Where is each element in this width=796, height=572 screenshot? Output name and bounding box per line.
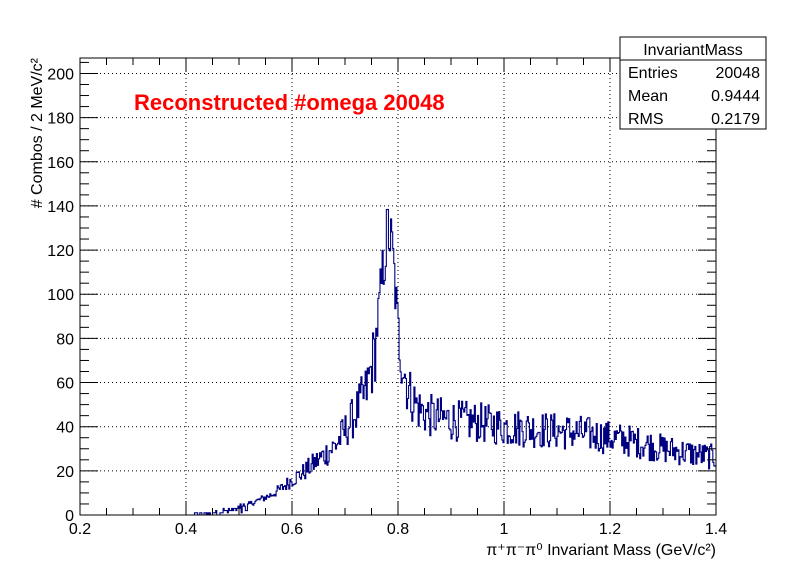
y-tick-label: 160 [47,155,74,172]
y-tick-label: 100 [47,287,74,304]
stats-box: InvariantMass Entries 20048 Mean 0.9444 … [619,36,767,130]
histogram-line [80,208,716,516]
x-tick-label: 1 [500,521,509,538]
x-tick-label: 1.2 [599,521,621,538]
stats-entries-value: 20048 [716,65,761,82]
y-tick-label: 120 [47,243,74,260]
x-tick-label: 0.4 [175,521,197,538]
y-tick-label: 140 [47,199,74,216]
y-axis-label: # Combos / 2 MeV/c² [29,57,46,208]
y-tick-label: 180 [47,111,74,128]
y-tick-label: 0 [65,508,74,525]
x-tick-label: 0.6 [281,521,303,538]
stats-rms-value: 0.2179 [711,111,760,128]
y-tick-label: 200 [47,66,74,83]
stats-mean-value: 0.9444 [711,88,760,105]
x-axis-label: π⁺π⁻π⁰ Invariant Mass (GeV/c²) [486,542,716,559]
stats-mean-label: Mean [628,88,668,105]
x-tick-label: 0.8 [387,521,409,538]
stats-box-frame [619,36,767,130]
y-tick-label: 60 [56,376,74,393]
y-tick-label: 20 [56,464,74,481]
x-tick-label: 0.2 [69,521,91,538]
stats-entries-label: Entries [628,65,678,82]
x-tick-label: 1.4 [705,521,727,538]
histogram-series [80,208,716,516]
y-tick-label: 40 [56,420,74,437]
stats-rms-label: RMS [628,111,664,128]
stats-box-title: InvariantMass [643,42,743,59]
y-tick-label: 80 [56,331,74,348]
grid-lines [80,58,716,515]
annotation-text: Reconstructed #omega 20048 [134,90,445,115]
